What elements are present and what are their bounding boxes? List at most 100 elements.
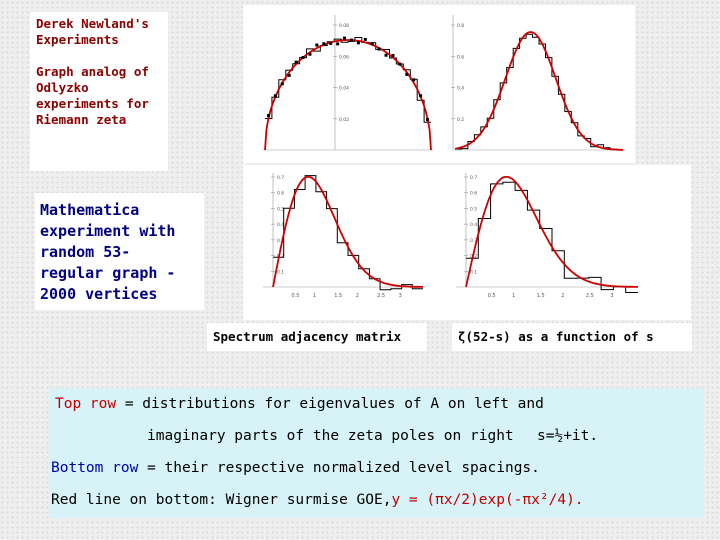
tl-red-curve (264, 39, 432, 151)
y-tick-label: 0.3 (470, 238, 477, 244)
bottom-plots-panel: 0.7 0.6 0.5 0.4 0.3 0.2 0.1 0.5 1 1.5 2 2.5 3 0.7 0.6… (243, 165, 691, 320)
tl-point (363, 37, 367, 41)
tl-point (412, 78, 416, 82)
tl-point (280, 82, 284, 86)
tl-point (419, 94, 423, 98)
math-line-4: regular graph - (40, 264, 176, 282)
y-tick-label: 0.08 (339, 23, 349, 29)
y-tick-label: 0.7 (470, 175, 477, 181)
y-tick-label: 0.8 (457, 23, 464, 29)
bl-ticks: 0.7 0.6 0.5 0.4 0.3 0.2 0.1 0.5 1 1.5 2 2.5 3 (271, 175, 402, 299)
y-tick-label: 0.04 (339, 86, 349, 92)
br-ticks: 0.70.60.50.40.30.20.10.5 1 1.5 2 2.5 3 (464, 175, 614, 299)
tl-point (343, 36, 347, 40)
explain-line-3: Bottom row = their respective normalized… (51, 460, 540, 476)
tl-point (266, 114, 270, 118)
tr-red-curve (454, 31, 624, 151)
red-line-text: Red line on bottom: Wigner surmise GOE, (51, 492, 392, 508)
x-tick-label: 1 (512, 293, 515, 299)
caption-zeta: ζ(52-s) as a function of s (452, 323, 692, 351)
br-step-histogram (466, 181, 638, 293)
tl-point (294, 60, 298, 64)
explanation-box: Top row = distributions for eigenvalues … (49, 388, 704, 518)
y-tick-label: 0.4 (470, 222, 477, 228)
bl-step-histogram (273, 175, 423, 291)
x-tick-label: 3 (399, 293, 402, 299)
y-tick-label: 0.06 (339, 54, 349, 60)
y-tick-label: 0.6 (277, 191, 284, 197)
bl-red-curve (272, 175, 423, 288)
x-tick-label: 1.5 (334, 293, 342, 299)
subtitle-line-2: Odlyzko (36, 80, 89, 95)
tl-point (308, 52, 312, 56)
title-line-2: Experiments (36, 32, 119, 47)
y-tick-label: 0.4 (277, 222, 284, 228)
x-tick-label: 2 (356, 293, 359, 299)
y-tick-label: 0.4 (457, 86, 464, 92)
x-tick-label: 1 (313, 293, 316, 299)
y-tick-label: 0.6 (470, 191, 477, 197)
x-tick-label: 2.5 (377, 293, 385, 299)
bottom-row-label: Bottom row (51, 460, 139, 476)
title-box: Derek Newland's Experiments Graph analog… (30, 12, 168, 171)
math-line-5: 2000 vertices (40, 285, 158, 303)
tl-point (315, 43, 319, 47)
y-tick-label: 0.7 (277, 175, 284, 181)
tl-point (349, 38, 353, 42)
caption-spectrum: Spectrum adjacency matrix (207, 323, 427, 351)
y-tick-label: 0.5 (470, 206, 477, 212)
tl-point (377, 47, 381, 51)
y-tick-label: 0.1 (277, 269, 284, 275)
tl-point (405, 72, 409, 76)
explain-line-4: Red line on bottom: Wigner surmise GOE,y… (51, 492, 584, 508)
x-tick-label: 1.5 (537, 293, 545, 299)
y-tick-label: 0.3 (277, 238, 284, 244)
wigner-formula: y = (πx/2)exp(-πx²/4). (391, 492, 584, 508)
tl-point (322, 42, 326, 46)
tl-point (356, 41, 360, 45)
tl-y-ticks: 0.08 0.06 0.04 0.02 (333, 23, 349, 123)
math-line-3: random 53- (40, 243, 131, 261)
tl-point (370, 42, 374, 46)
tl-point (426, 118, 430, 122)
bottom-plots-svg: 0.7 0.6 0.5 0.4 0.3 0.2 0.1 0.5 1 1.5 2 2.5 3 0.7 0.6… (263, 173, 638, 299)
tl-point (273, 94, 277, 98)
tr-y-ticks: 0.8 0.6 0.4 0.2 (451, 23, 464, 123)
title-line-1: Derek Newland's (36, 16, 149, 31)
explain-line-2b: s=½+it. (537, 428, 599, 444)
tl-point (391, 54, 395, 58)
subtitle-line-1: Graph analog of (36, 64, 149, 79)
subtitle-line-3: experiments for (36, 96, 149, 111)
tl-point (384, 53, 388, 57)
mathematica-box: Mathematica experiment with random 53- r… (35, 193, 204, 310)
tl-points (266, 36, 430, 122)
y-tick-label: 0.1 (470, 269, 477, 275)
math-line-1: Mathematica (40, 201, 140, 219)
y-tick-label: 0.6 (457, 54, 464, 60)
tl-point (329, 41, 333, 45)
x-tick-label: 3 (610, 293, 613, 299)
x-tick-label: 2 (561, 293, 564, 299)
top-plots-panel: 0.08 0.06 0.04 0.02 0.8 0.6 0.4 0.2 (243, 5, 635, 163)
top-row-label: Top row (55, 396, 117, 412)
top-row-text: = distributions for eigenvalues of A on … (116, 396, 544, 412)
x-tick-label: 0.5 (488, 293, 496, 299)
br-red-curve (465, 175, 638, 288)
y-tick-label: 0.2 (277, 254, 284, 260)
top-plots-svg: 0.08 0.06 0.04 0.02 0.8 0.6 0.4 0.2 (263, 15, 625, 151)
bottom-row-text: = their respective normalized level spac… (138, 460, 540, 476)
y-tick-label: 0.2 (457, 117, 464, 123)
math-line-2: experiment with (40, 222, 176, 240)
tl-step-histogram (265, 37, 431, 123)
tl-point (301, 56, 305, 60)
tl-point (336, 42, 340, 46)
x-tick-label: 0.5 (291, 293, 299, 299)
explain-line-2: imaginary parts of the zeta poles on rig… (147, 428, 514, 444)
tl-point (287, 73, 291, 77)
y-tick-label: 0.5 (277, 206, 284, 212)
x-tick-label: 2.5 (586, 293, 594, 299)
y-tick-label: 0.02 (339, 117, 349, 123)
explain-line-1: Top row = distributions for eigenvalues … (55, 396, 544, 412)
subtitle-line-4: Riemann zeta (36, 112, 127, 127)
tl-point (398, 62, 402, 66)
